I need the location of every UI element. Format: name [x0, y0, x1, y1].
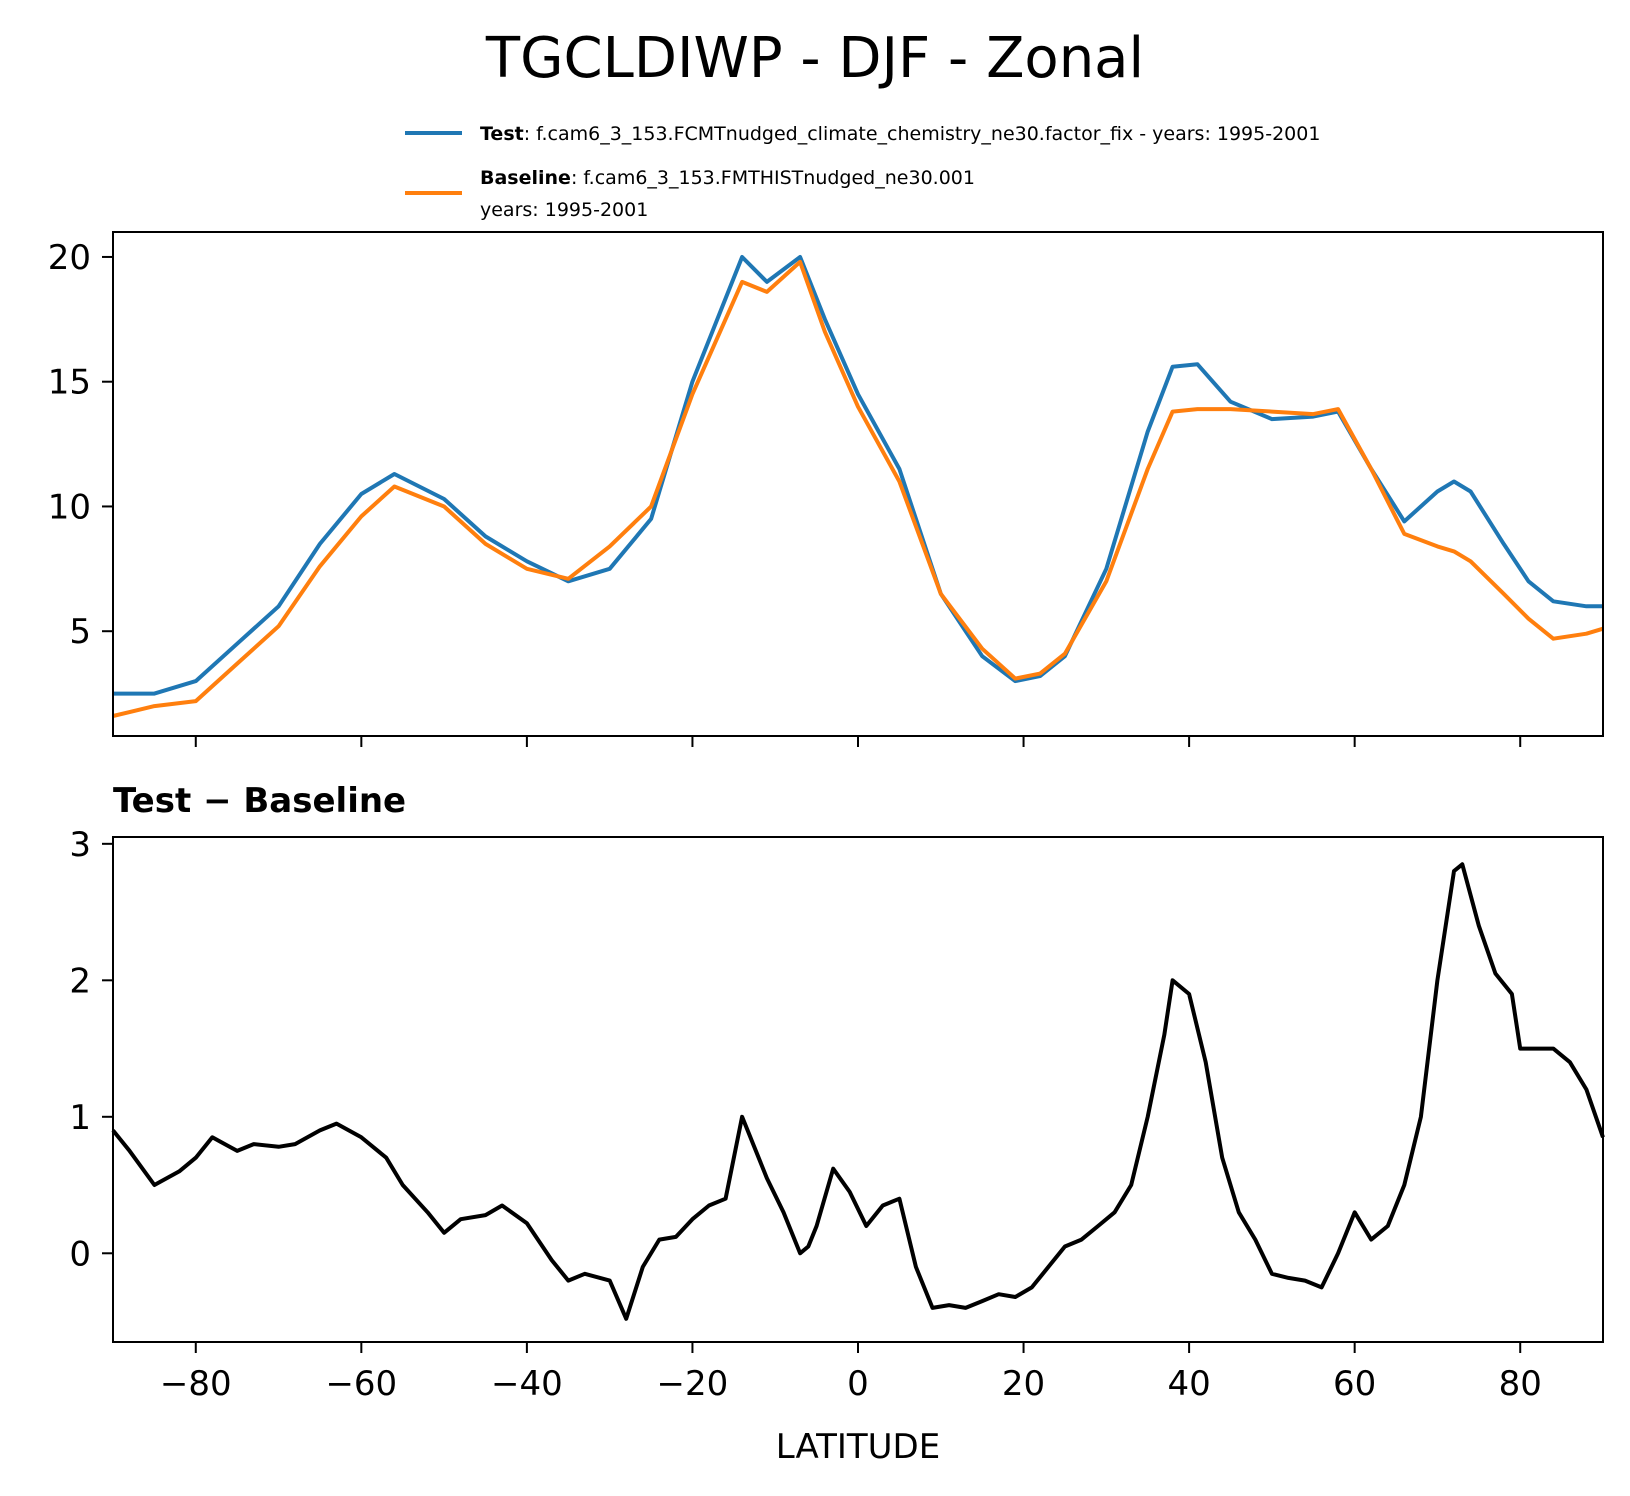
legend-test-text: : f.cam6_3_153.FCMTnudged_climate_chemis… — [524, 123, 1321, 145]
difference-title: Test − Baseline — [113, 781, 406, 821]
top-series-line-test — [113, 255, 1603, 696]
top-ytick-label: 15 — [48, 363, 91, 403]
bottom-xtick-label: −60 — [325, 1364, 397, 1404]
legend: Test: f.cam6_3_153.FCMTnudged_climate_ch… — [405, 123, 1320, 221]
top-ytick-label: 20 — [48, 238, 91, 278]
bottom-xtick-label: −40 — [491, 1364, 563, 1404]
bottom-xtick-label: −20 — [657, 1364, 729, 1404]
bottom-ytick-label: 0 — [69, 1234, 91, 1274]
bottom-ytick-label: 3 — [69, 825, 91, 865]
top-series-line-baseline — [112, 259, 1604, 718]
bottom-ytick-label: 2 — [69, 961, 91, 1001]
bottom-axes-frame — [112, 836, 1604, 1343]
legend-test-bold: Test — [480, 123, 524, 145]
bottom-ytick-label: 1 — [69, 1098, 91, 1138]
svg-text:Baseline: f.cam6_3_153.FMTHIST: Baseline: f.cam6_3_153.FMTHISTnudged_ne3… — [480, 167, 975, 189]
svg-text:Test: f.cam6_3_153.FCMTnudged_: Test: f.cam6_3_153.FCMTnudged_climate_ch… — [480, 123, 1320, 145]
bottom-xtick-label: −80 — [160, 1364, 232, 1404]
bottom-xtick-label: 80 — [1499, 1364, 1542, 1404]
top-ytick-label: 10 — [48, 487, 91, 527]
bottom-xtick-label: 0 — [847, 1364, 869, 1404]
bottom-xtick-label: 20 — [1002, 1364, 1045, 1404]
legend-baseline-text: : f.cam6_3_153.FMTHISTnudged_ne30.001 — [571, 167, 975, 189]
top-panel: 5 10 15 20 — [48, 231, 1604, 747]
bottom-panel: Test − Baseline 0 1 2 3 −80 −60 −40 −20 0 20 40 60… — [69, 781, 1605, 1467]
legend-baseline-bold: Baseline — [480, 167, 571, 189]
x-axis-label: LATITUDE — [776, 1427, 940, 1467]
bottom-xtick-label: 60 — [1333, 1364, 1376, 1404]
top-ytick-label: 5 — [69, 612, 91, 652]
bottom-series-line-test-baseline — [111, 862, 1605, 1321]
legend-baseline-text2: years: 1995-2001 — [480, 199, 648, 221]
figure-title: TGCLDIWP - DJF - Zonal — [485, 26, 1144, 91]
bottom-xtick-label: 40 — [1167, 1364, 1210, 1404]
